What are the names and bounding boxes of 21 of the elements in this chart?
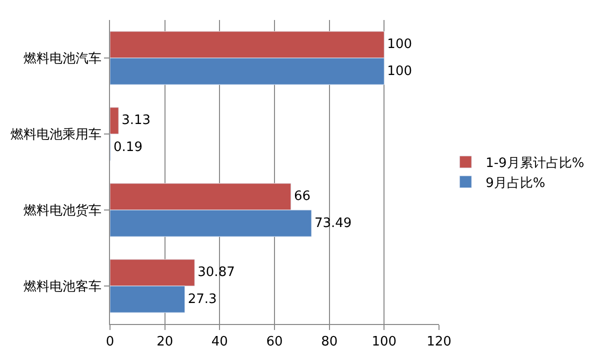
y-tick-label: 燃料电池汽车 [23, 52, 102, 67]
x-tick-label: 120 [426, 334, 452, 350]
x-tick-label: 40 [211, 334, 228, 350]
data-label: 3.13 [122, 113, 151, 128]
y-tick-label: 燃料电池乘用车 [10, 128, 102, 143]
x-tick-label: 100 [372, 334, 397, 350]
x-tick-label: 60 [266, 334, 283, 350]
data-label: 100 [387, 37, 412, 52]
y-tick-label: 燃料电池客车 [23, 278, 102, 295]
data-label: 66 [294, 189, 310, 204]
data-label: 100 [387, 64, 412, 79]
data-label: 30.87 [198, 265, 235, 280]
y-tick-label: 燃料电池货车 [23, 204, 102, 219]
x-tick-label: 80 [321, 334, 338, 350]
data-label: 27.3 [188, 292, 217, 307]
data-label: 73.49 [314, 216, 352, 231]
legend-label: 9月占比% [486, 176, 546, 191]
data-label: 0.19 [114, 140, 142, 155]
legend-label: 1-9月累计占比% [486, 156, 584, 172]
x-tick-label: 20 [156, 334, 174, 350]
x-tick-label: 0 [106, 334, 114, 350]
